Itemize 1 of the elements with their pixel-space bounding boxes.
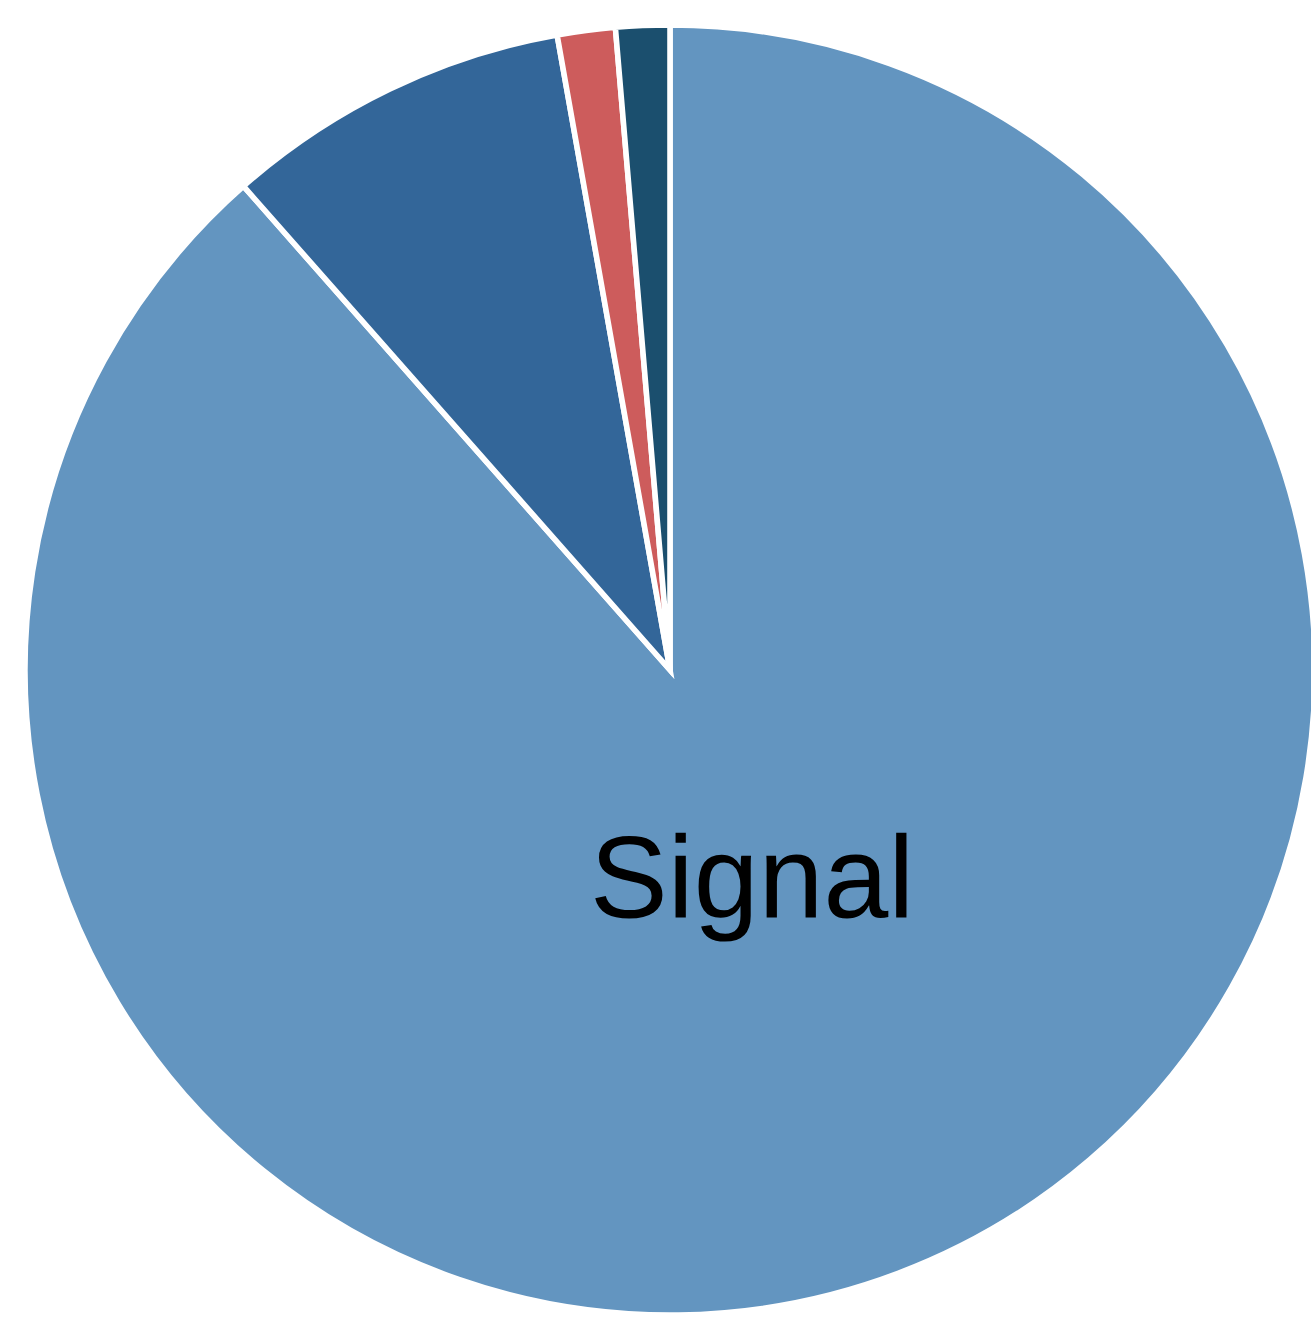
slice-label: Signal	[595, 832, 907, 942]
